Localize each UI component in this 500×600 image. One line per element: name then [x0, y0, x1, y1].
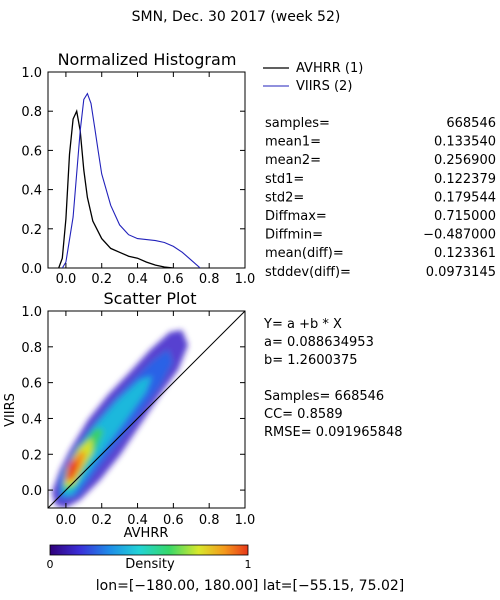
- one-to-one-line: [48, 311, 245, 508]
- scatter-xtick-label: 0.4: [127, 513, 148, 528]
- scatter-xtick-label: 1.0: [235, 513, 256, 528]
- histogram-ytick-label: 0.0: [21, 262, 42, 277]
- stat-value: 0.123361: [434, 246, 496, 261]
- footer-coordinates: lon=[−180.00, 180.00] lat=[−55.15, 75.02…: [96, 578, 404, 594]
- figure-title: SMN, Dec. 30 2017 (week 52): [132, 9, 341, 25]
- density-layer-red: [66, 458, 78, 480]
- colorbar: 0 Density 1: [47, 544, 252, 572]
- legend-label-viirs: VIIRS (2): [296, 79, 352, 94]
- footer-lat-values: −55.15, 75.02: [298, 578, 399, 594]
- scatter-panel: Scatter Plot 0.00.20.40.60.81.0 0.0 0.2 0.…: [3, 289, 255, 541]
- histogram-panel: Normalized Histogram 0.00.20.40.60.81.0 …: [21, 50, 255, 287]
- histogram-series-viirs: [61, 92, 201, 268]
- scatter-x-label: AVHRR: [124, 526, 169, 541]
- stat-label: std2=: [265, 190, 304, 205]
- scatter-xtick-label: 0.8: [199, 513, 220, 528]
- footer-lat-prefix: ] lat=[: [253, 578, 298, 594]
- histogram-xtick-label: 0.8: [199, 272, 220, 287]
- scatter-annotations: Y= a +b * X a= 0.088634953 b= 1.2600375 Sam…: [263, 317, 403, 440]
- scatter-y-label: VIIRS: [3, 393, 18, 427]
- scatter-y-ticks: 0.0 0.2 0.4 0.6 0.8 1.0: [21, 305, 245, 499]
- scatter-annotation: b= 1.2600375: [264, 353, 358, 368]
- scatter-frame: [47, 310, 246, 509]
- colorbar-gradient: [49, 544, 249, 556]
- stat-value: 0.133540: [434, 135, 496, 150]
- histogram-x-ticks: 0.0 0.2 0.4 0.6 0.8 1.0: [56, 72, 256, 287]
- scatter-ytick-label: 0.0: [21, 484, 42, 499]
- histogram-ytick-label: 0.4: [21, 184, 42, 199]
- colorbar-label: Density: [125, 557, 175, 572]
- histogram-ytick-label: 0.8: [21, 105, 42, 120]
- histogram-stats: samples= 668546 mean1= 0.133540 mean2= 0.2569…: [265, 116, 496, 280]
- scatter-annotation: a= 0.088634953: [264, 335, 374, 350]
- scatter-ytick-label: 0.4: [21, 412, 42, 427]
- stat-label: std1=: [265, 172, 304, 187]
- scatter-ytick-label: 0.2: [21, 448, 42, 463]
- stat-value: 0.715000: [434, 209, 496, 224]
- stat-label: mean(diff)=: [265, 246, 344, 261]
- histogram-y-ticks: 0.0 0.2 0.4 0.6 0.8 1.0: [21, 66, 245, 277]
- histogram-title: Normalized Histogram: [58, 50, 237, 69]
- footer-lon-values: −180.00, 180.00: [134, 578, 253, 594]
- footer-suffix: ]: [399, 578, 404, 594]
- scatter-ytick-label: 0.8: [21, 341, 42, 356]
- footer-lon-prefix: lon=[: [96, 578, 135, 594]
- scatter-x-ticks: 0.0 0.2 0.4 0.6 0.8 1.0: [56, 311, 256, 528]
- histogram-legend: AVHRR (1) VIIRS (2): [263, 61, 363, 94]
- scatter-annotation: CC= 0.8589: [264, 407, 343, 422]
- stat-value: 0.179544: [434, 190, 496, 205]
- scatter-annotation: RMSE= 0.091965848: [264, 425, 403, 440]
- histogram-series-avhrr: [58, 109, 174, 268]
- stat-label: stddev(diff)=: [265, 265, 351, 280]
- stat-label: samples=: [265, 116, 330, 131]
- histogram-xtick-label: 0.4: [127, 272, 148, 287]
- stat-label: Diffmax=: [265, 209, 327, 224]
- scatter-xtick-label: 0.6: [163, 513, 184, 528]
- colorbar-max-label: 1: [245, 558, 252, 571]
- stat-value: 668546: [446, 116, 496, 131]
- histogram-frame: [47, 71, 246, 269]
- histogram-ytick-label: 1.0: [21, 66, 42, 81]
- scatter-xtick-label: 0.0: [56, 513, 77, 528]
- stat-value: 0.0973145: [426, 265, 496, 280]
- histogram-ytick-label: 0.6: [21, 144, 42, 159]
- histogram-xtick-label: 0.0: [56, 272, 77, 287]
- stat-label: mean2=: [265, 153, 321, 168]
- histogram-xtick-label: 0.2: [91, 272, 112, 287]
- stat-value: 0.256900: [434, 153, 496, 168]
- stat-value: 0.122379: [434, 172, 496, 187]
- scatter-ytick-label: 0.6: [21, 377, 42, 392]
- stat-value: −0.487000: [423, 228, 496, 243]
- density-cloud: [48, 311, 245, 508]
- scatter-xtick-label: 0.2: [91, 513, 112, 528]
- scatter-title: Scatter Plot: [104, 289, 197, 308]
- scatter-annotation: Y= a +b * X: [263, 317, 342, 332]
- scatter-annotation: Samples= 668546: [264, 389, 384, 404]
- histogram-ytick-label: 0.2: [21, 223, 42, 238]
- histogram-xtick-label: 1.0: [235, 272, 256, 287]
- legend-label-avhrr: AVHRR (1): [296, 61, 363, 76]
- scatter-ytick-label: 1.0: [21, 305, 42, 320]
- stat-label: mean1=: [265, 135, 321, 150]
- colorbar-min-label: 0: [47, 558, 54, 571]
- histogram-xtick-label: 0.6: [163, 272, 184, 287]
- stat-label: Diffmin=: [265, 228, 323, 243]
